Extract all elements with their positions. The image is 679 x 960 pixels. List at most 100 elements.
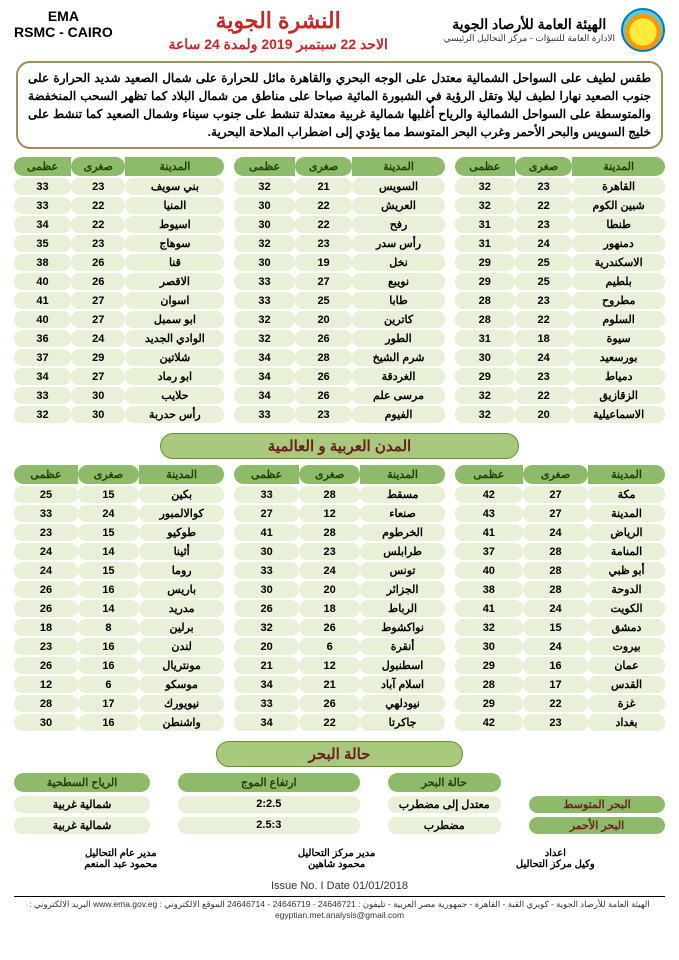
min-cell: 24 [71, 330, 125, 347]
table-row: ابو رماد2734 [14, 368, 224, 385]
max-cell: 18 [14, 619, 78, 636]
min-cell: 23 [515, 368, 572, 385]
table-row: الخرطوم2841 [234, 524, 444, 541]
table-row: ابو سمبل2740 [14, 311, 224, 328]
city-cell: الطور [352, 330, 444, 347]
city-cell: دمشق [588, 619, 665, 636]
max-cell: 33 [234, 562, 299, 579]
max-cell: 30 [234, 197, 294, 214]
city-cell: الفيوم [352, 406, 444, 423]
sea-hd-wind: الرياح السطحية [14, 773, 150, 792]
table-row: الجزائر2030 [234, 581, 444, 598]
table-row: اسطنبول1221 [234, 657, 444, 674]
min-cell: 26 [71, 273, 125, 290]
sign-center-t: مدير مركز التحاليل [298, 848, 376, 859]
max-cell: 28 [455, 311, 515, 328]
egypt-table-2: المدينةصغرىعظمىالسويس2132العريش2230رفح22… [234, 155, 444, 425]
max-cell: 40 [14, 311, 71, 328]
min-cell: 12 [299, 657, 361, 674]
city-cell: طنطا [572, 216, 665, 233]
max-cell: 33 [234, 406, 294, 423]
min-cell: 27 [71, 311, 125, 328]
table-row: حلايب3033 [14, 387, 224, 404]
table-row: نيودلهي2633 [234, 695, 444, 712]
max-cell: 34 [234, 676, 299, 693]
city-cell: الدوحة [588, 581, 665, 598]
table-row: الدوحة2838 [455, 581, 665, 598]
min-cell: 23 [71, 235, 125, 252]
bulletin-title: النشرة الجوية الاحد 22 سبتمبر 2019 ولمدة… [168, 8, 387, 53]
city-cell: مكة [588, 486, 665, 503]
max-cell: 30 [234, 216, 294, 233]
table-row: مكة2742 [455, 486, 665, 503]
max-cell: 29 [455, 273, 515, 290]
max-cell: 38 [14, 254, 71, 271]
max-cell: 25 [14, 486, 78, 503]
city-cell: طرابلس [360, 543, 444, 560]
max-cell: 32 [14, 406, 71, 423]
table-row: كوالالمبور2433 [14, 505, 224, 522]
sign-gm: مدير عام التحاليل محمود عبد المنعم [84, 848, 157, 870]
max-cell: 32 [234, 178, 294, 195]
city-cell: ابو سمبل [125, 311, 224, 328]
city-cell: السلوم [572, 311, 665, 328]
table-row: أنقرة620 [234, 638, 444, 655]
min-cell: 26 [71, 254, 125, 271]
table-row: اسلام آباد2134 [234, 676, 444, 693]
table-row: تونس2433 [234, 562, 444, 579]
table-row: الزقازيق2232 [455, 387, 665, 404]
min-cell: 15 [78, 524, 139, 541]
city-cell: أثينا [139, 543, 224, 560]
table-row: العريش2230 [234, 197, 444, 214]
sea-wind: شمالية غربية [14, 817, 150, 834]
min-cell: 23 [515, 292, 572, 309]
city-cell: طابا [352, 292, 444, 309]
max-cell: 21 [234, 657, 299, 674]
min-cell: 26 [295, 330, 353, 347]
max-cell: 42 [455, 714, 523, 731]
max-cell: 12 [14, 676, 78, 693]
city-cell: بني سويف [125, 178, 224, 195]
sea-hd-state: حالة البحر [388, 773, 501, 792]
city-cell: اسوان [125, 292, 224, 309]
table-row: مرسى علم2634 [234, 387, 444, 404]
city-cell: حلايب [125, 387, 224, 404]
table-row: بيروت2430 [455, 638, 665, 655]
max-cell: 38 [455, 581, 523, 598]
max-cell: 34 [14, 368, 71, 385]
city-cell: أبو ظبي [588, 562, 665, 579]
issue-line: Issue No. I Date 01/01/2018 [14, 880, 665, 892]
city-cell: الزقازيق [572, 387, 665, 404]
max-cell: 28 [14, 695, 78, 712]
city-cell: سوهاج [125, 235, 224, 252]
city-cell: الكويت [588, 600, 665, 617]
city-cell: ابو رماد [125, 368, 224, 385]
egypt-tables: المدينةصغرىعظمىالقاهرة2332شبين الكوم2232… [14, 155, 665, 425]
table-row: مدريد1426 [14, 600, 224, 617]
city-cell: اسلام آباد [360, 676, 444, 693]
city-cell: لندن [139, 638, 224, 655]
max-cell: 33 [14, 505, 78, 522]
min-cell: 28 [523, 543, 588, 560]
table-row: مطروح2328 [455, 292, 665, 309]
min-cell: 16 [78, 657, 139, 674]
max-cell: 32 [455, 619, 523, 636]
table-row: الاسكندرية2529 [455, 254, 665, 271]
min-cell: 24 [523, 638, 588, 655]
min-cell: 17 [523, 676, 588, 693]
min-cell: 16 [523, 657, 588, 674]
table-row: جاكرتا2234 [234, 714, 444, 731]
table-row: دمياط2329 [455, 368, 665, 385]
table-row: المنيا2233 [14, 197, 224, 214]
min-cell: 20 [299, 581, 361, 598]
table-row: مسقط2833 [234, 486, 444, 503]
max-cell: 27 [234, 505, 299, 522]
subtitle: الاحد 22 سبتمبر 2019 ولمدة 24 ساعة [168, 36, 387, 53]
min-cell: 22 [523, 695, 588, 712]
min-cell: 23 [523, 714, 588, 731]
max-cell: 33 [14, 178, 71, 195]
max-cell: 26 [14, 581, 78, 598]
table-row: روما1524 [14, 562, 224, 579]
max-cell: 34 [234, 368, 294, 385]
city-cell: دمنهور [572, 235, 665, 252]
